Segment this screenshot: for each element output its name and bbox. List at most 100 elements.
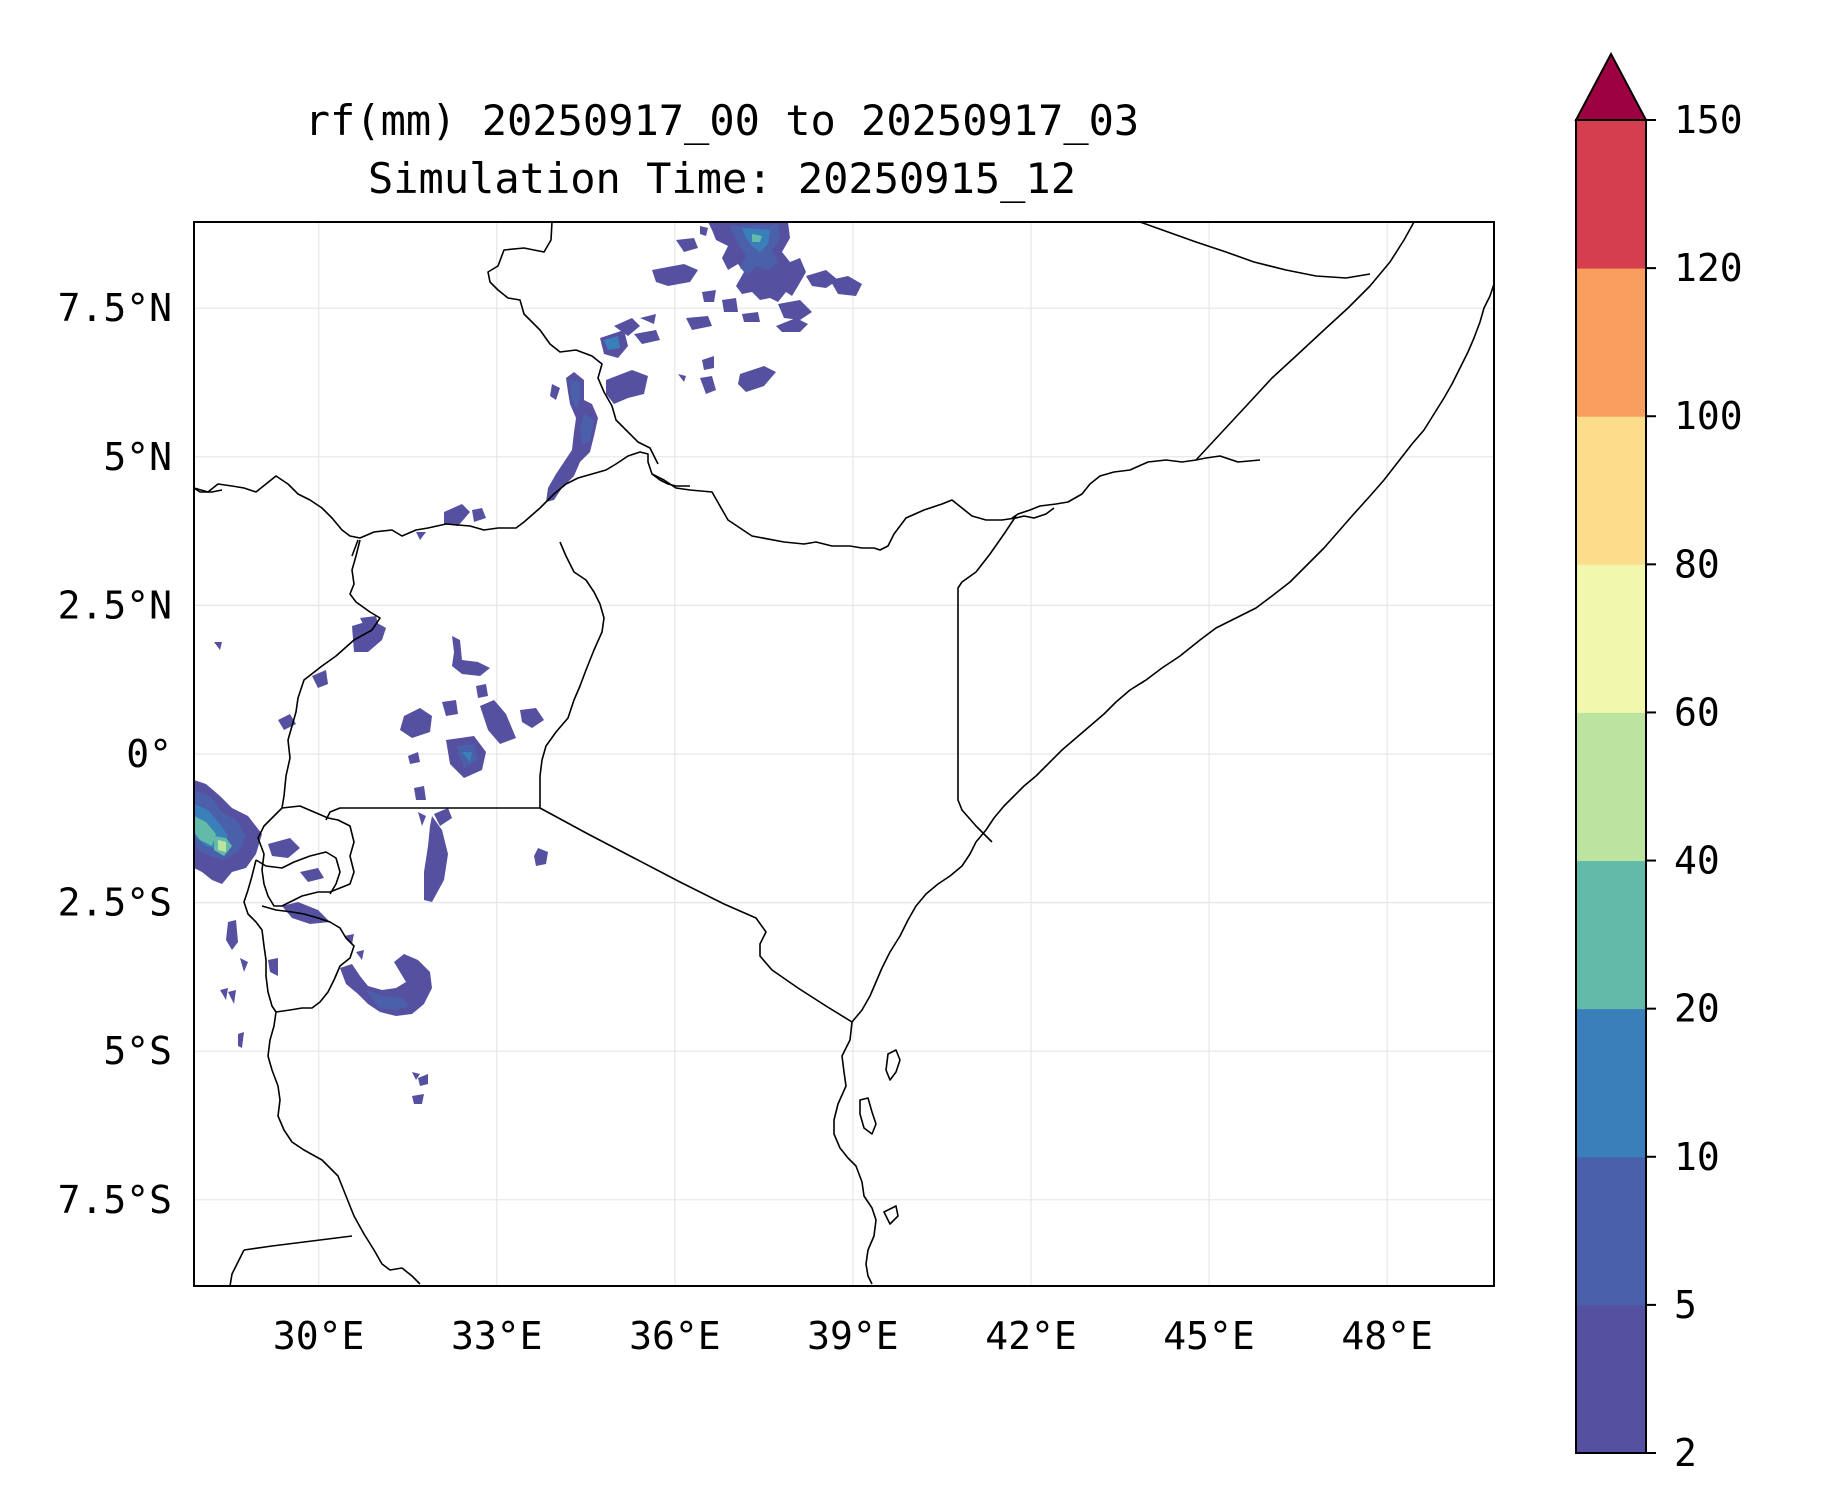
border-rwanda xyxy=(257,805,355,907)
map-frame xyxy=(193,221,1495,1287)
colorbar-segment xyxy=(1576,416,1646,565)
colorbar-segment xyxy=(1576,1304,1646,1454)
rain-patch xyxy=(360,616,378,626)
rain-patch xyxy=(418,1074,428,1086)
rain-patch xyxy=(702,356,714,370)
y-tick-label: 5°S xyxy=(103,1029,172,1073)
colorbar-segment xyxy=(1576,1008,1646,1158)
border-drc-west xyxy=(193,487,223,493)
rain-patch xyxy=(344,934,354,944)
rain-patch xyxy=(520,708,544,728)
x-tick-label: 33°E xyxy=(451,1314,543,1358)
country-borders xyxy=(193,221,1495,1287)
map-gridlines xyxy=(194,222,1494,1286)
border-drc-uganda xyxy=(281,539,381,809)
y-tick-label: 0° xyxy=(126,732,172,776)
border-ethiopia-somalia xyxy=(1011,455,1261,519)
rain-patch xyxy=(352,620,386,652)
rain-patch xyxy=(778,300,812,320)
colorbar-label: 20 xyxy=(1674,987,1720,1031)
x-tick-label: 42°E xyxy=(985,1314,1077,1358)
rain-patch xyxy=(546,372,598,502)
rain-patch xyxy=(408,752,420,764)
rain-patch xyxy=(686,316,712,330)
colorbar-label: 40 xyxy=(1674,839,1720,883)
border-burundi xyxy=(255,851,341,895)
border-ethiopia-kenya xyxy=(651,473,1055,551)
border-drc-uganda-north xyxy=(351,539,359,557)
rain-patch xyxy=(614,318,640,336)
x-tick-label: 39°E xyxy=(807,1314,899,1358)
border-zambia-malawi xyxy=(229,1249,245,1287)
rain-patch xyxy=(652,264,698,286)
y-tick-label: 2.5°S xyxy=(58,881,172,925)
colorbar-label: 150 xyxy=(1674,98,1743,142)
colorbar-label: 120 xyxy=(1674,246,1743,290)
colorbar-label: 100 xyxy=(1674,394,1743,438)
rain-patch xyxy=(366,990,410,1010)
rain-patch xyxy=(418,812,426,826)
colorbar-frame xyxy=(1575,119,1647,1454)
rain-patch xyxy=(220,988,228,1000)
border-sudan-ethiopia xyxy=(487,221,659,465)
rain-patch xyxy=(356,950,364,960)
rain-patch xyxy=(634,330,660,344)
rain-patch xyxy=(550,384,560,400)
rain-patch xyxy=(424,816,448,902)
rain-patch xyxy=(240,958,248,972)
colorbar: 2 5 10 20 40 60 80 100 120 150 xyxy=(1574,51,1743,1475)
rain-patch xyxy=(472,508,486,522)
rain-patch xyxy=(214,642,222,650)
colorbar-label: 80 xyxy=(1674,542,1720,586)
rain-patch xyxy=(640,314,656,324)
rain-patch xyxy=(676,238,698,252)
rain-patch xyxy=(534,848,548,866)
rain-patch xyxy=(752,234,762,242)
rain-patch xyxy=(268,958,278,976)
rain-patch xyxy=(700,376,716,394)
map-title-line-2: Simulation Time: 20250915_12 xyxy=(368,154,1076,203)
rain-patch xyxy=(580,414,594,446)
rain-patch xyxy=(416,532,426,540)
rain-patch xyxy=(570,380,580,410)
rain-patch xyxy=(412,1094,424,1104)
rain-patch xyxy=(228,990,236,1004)
border-kenya-somalia xyxy=(957,515,1017,843)
rain-patch xyxy=(218,840,226,852)
colorbar-segment xyxy=(1576,1156,1646,1306)
x-axis-ticks: 30°E 33°E 36°E 39°E 42°E 45°E 48°E xyxy=(273,1314,1433,1358)
rain-patch xyxy=(606,370,648,404)
rain-patch xyxy=(722,298,738,312)
coastline xyxy=(851,283,1495,1023)
rain-patch xyxy=(480,700,516,744)
rain-patch xyxy=(300,868,324,882)
rain-patch xyxy=(444,504,470,526)
rain-patch xyxy=(738,366,776,392)
border-zambia-tanzania xyxy=(243,1235,353,1251)
colorbar-segment xyxy=(1576,564,1646,713)
rain-patch xyxy=(400,708,432,738)
y-tick-label: 7.5°S xyxy=(58,1178,172,1222)
border-somaliland-puntland xyxy=(1195,221,1415,461)
rain-patch xyxy=(678,374,686,382)
border-uganda-tanzania xyxy=(325,807,540,821)
rain-patch xyxy=(604,336,620,350)
colorbar-segment xyxy=(1576,268,1646,417)
colorbar-segment xyxy=(1576,860,1646,1010)
x-tick-label: 30°E xyxy=(273,1314,365,1358)
rain-patch xyxy=(340,954,432,1016)
colorbar-label: 60 xyxy=(1674,690,1720,734)
rainfall-contours xyxy=(194,222,862,1104)
border-kenya-tanzania xyxy=(539,807,853,1023)
coastline xyxy=(833,1021,877,1285)
rain-patch xyxy=(830,276,862,296)
island-pemba xyxy=(885,1049,901,1081)
y-tick-label: 2.5°N xyxy=(58,583,172,627)
rain-patch xyxy=(452,636,490,676)
rain-patch xyxy=(742,312,760,322)
colorbar-segment xyxy=(1576,120,1646,269)
colorbar-label: 10 xyxy=(1674,1135,1720,1179)
rain-patch xyxy=(238,1032,244,1048)
rain-patch xyxy=(434,808,452,826)
